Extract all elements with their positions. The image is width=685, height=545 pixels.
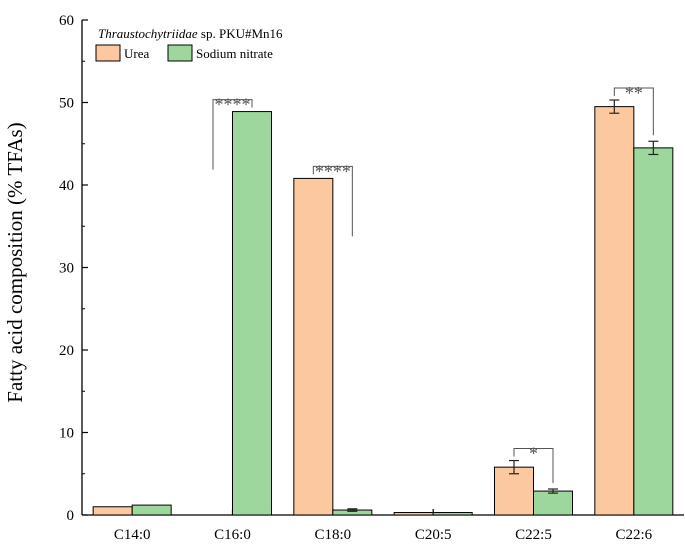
- x-tick-label: C16:0: [214, 527, 251, 543]
- y-tick-label: 40: [59, 178, 74, 194]
- bar-urea-C18-0: [293, 177, 334, 516]
- bar-urea-C20-5: [393, 512, 434, 516]
- axes: 0 10 20 30 40 50 60 C14:0 C16:0 C18:0 C20:5 C22:5 C2…: [59, 13, 684, 543]
- significance-label: **: [625, 83, 643, 103]
- significance-bracket: [212, 99, 253, 170]
- bar-sodium-nitrate-C16-0: [232, 111, 272, 516]
- x-tick-label: C22:6: [615, 527, 652, 543]
- legend-title: Thraustochytriidae sp. PKU#Mn16: [98, 26, 283, 41]
- x-tick-label: C20:5: [415, 527, 452, 543]
- legend-swatch-sodium-nitrate: [167, 44, 193, 62]
- y-tick-label: 50: [59, 96, 74, 112]
- bars: [92, 99, 674, 516]
- y-tick-label: 20: [59, 343, 74, 359]
- legend-label-sodium-nitrate: Sodium nitrate: [196, 46, 273, 61]
- significance-bracket: [312, 165, 353, 237]
- bar-sodium-nitrate-C22-6: [633, 147, 674, 516]
- x-tick-label: C14:0: [114, 527, 151, 543]
- significance-bracket: [613, 87, 654, 136]
- y-tick-label: 0: [67, 508, 75, 524]
- legend-title-rest: sp. PKU#Mn16: [198, 26, 283, 41]
- bar-sodium-nitrate-C22-5: [533, 490, 573, 516]
- y-tick-label: 60: [59, 13, 74, 29]
- legend: Thraustochytriidae sp. PKU#Mn16 Urea Sod…: [95, 26, 283, 62]
- y-tick-label: 10: [59, 426, 74, 442]
- significance-bracket: [513, 448, 554, 484]
- bar-sodium-nitrate-C14-0: [131, 504, 172, 516]
- bar-urea-C14-0: [92, 506, 133, 516]
- x-tick-label: C22:5: [515, 527, 552, 543]
- significance-label: ****: [215, 95, 251, 115]
- y-axis-title: Fatty acid composition (% TFAs): [3, 122, 27, 402]
- significance-label: *: [529, 444, 538, 464]
- x-tick-label: C18:0: [314, 527, 351, 543]
- bar-urea-C22-6: [594, 106, 635, 516]
- y-tick-label: 30: [59, 261, 74, 277]
- legend-title-italic: Thraustochytriidae: [98, 26, 198, 41]
- legend-label-urea: Urea: [124, 46, 149, 61]
- significance-label: ****: [315, 161, 351, 181]
- legend-swatch-urea: [95, 44, 121, 62]
- significance-annotations: ***********: [212, 83, 654, 484]
- bar-sodium-nitrate-C20-5: [432, 512, 473, 516]
